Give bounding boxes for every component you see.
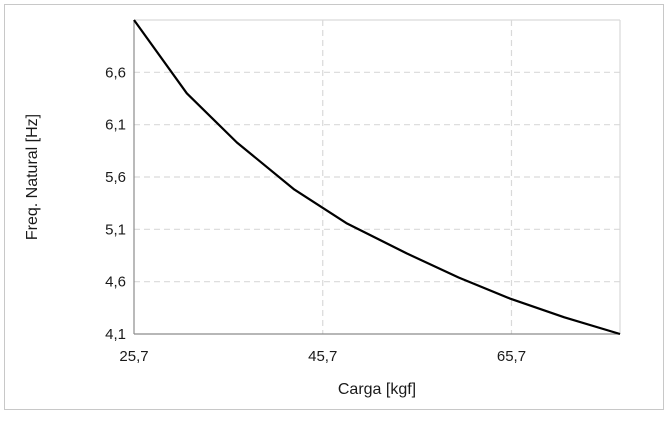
axes: [133, 20, 620, 335]
y-tick-label: 4,6: [105, 274, 126, 291]
gridlines: [134, 19, 621, 334]
x-tick-labels: 25,7 45,7 65,7: [119, 348, 526, 365]
x-tick-label: 45,7: [308, 348, 337, 365]
y-axis-title: Freq. Natural [Hz]: [24, 114, 41, 240]
y-tick-label: 5,1: [105, 221, 126, 238]
y-tick-labels: 4,1 4,6 5,1 5,6 6,1 6,6: [105, 64, 126, 343]
series-line: [133, 19, 621, 336]
y-tick-label: 4,1: [105, 326, 126, 343]
y-tick-label: 5,6: [105, 169, 126, 186]
x-axis-title: Carga [kgf]: [338, 381, 416, 398]
y-tick-label: 6,6: [105, 64, 126, 81]
chart-frame: [4, 4, 664, 410]
y-tick-label: 6,1: [105, 117, 126, 134]
series-group: [133, 19, 621, 336]
x-tick-label: 25,7: [119, 348, 148, 365]
x-tick-label: 65,7: [497, 348, 526, 365]
